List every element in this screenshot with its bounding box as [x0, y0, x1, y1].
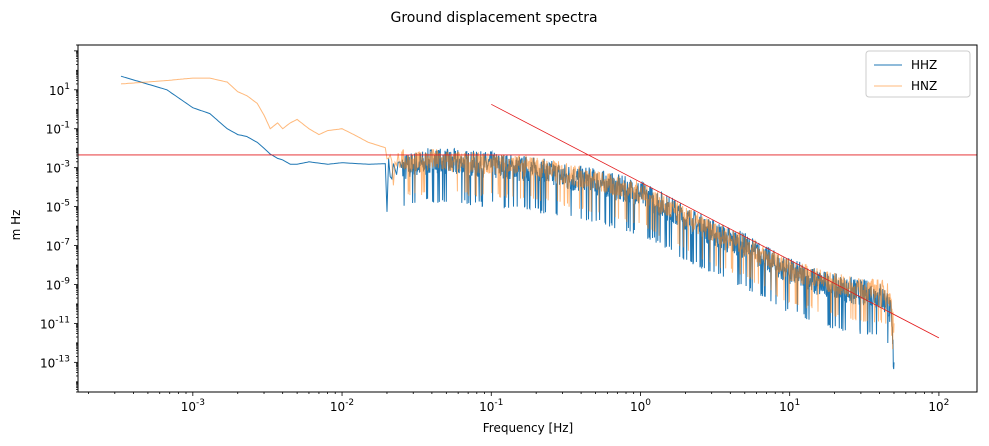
plot-area [77, 44, 978, 393]
y-tick-label: 10-5 [46, 199, 70, 215]
series-line-hnz [120, 77, 895, 350]
y-tick-label: 10-3 [46, 160, 70, 176]
chart-title: Ground displacement spectra [390, 10, 597, 26]
x-tick-label: 100 [630, 398, 651, 414]
y-axis: 101 10-1 10-3 10-5 10-7 10-9 10-11 10-13 [40, 44, 78, 393]
y-axis-label: m Hz [9, 210, 23, 241]
reference-line-slope [491, 103, 940, 339]
x-axis: 10-3 10-2 10-1 100 101 102 [88, 392, 949, 414]
legend-label-hnz: HNZ [911, 79, 937, 93]
y-tick-label: 10-11 [40, 315, 70, 331]
x-tick-label: 10-3 [181, 398, 205, 414]
x-tick-label: 10-1 [479, 398, 503, 414]
y-tick-label: 10-7 [46, 238, 70, 254]
x-tick-label: 101 [779, 398, 800, 414]
y-tick-label: 101 [49, 82, 70, 98]
legend-label-hhz: HHZ [911, 58, 937, 72]
y-tick-label: 10-13 [40, 354, 70, 370]
legend: HHZ HNZ [865, 50, 971, 98]
x-tick-label: 102 [928, 398, 949, 414]
x-axis-label: Frequency [Hz] [483, 421, 574, 435]
series-line-hhz [120, 75, 895, 370]
plot-frame [77, 44, 978, 393]
y-tick-label: 10-9 [46, 276, 71, 292]
x-tick-label: 10-2 [330, 398, 354, 414]
y-tick-label: 10-1 [46, 121, 70, 137]
